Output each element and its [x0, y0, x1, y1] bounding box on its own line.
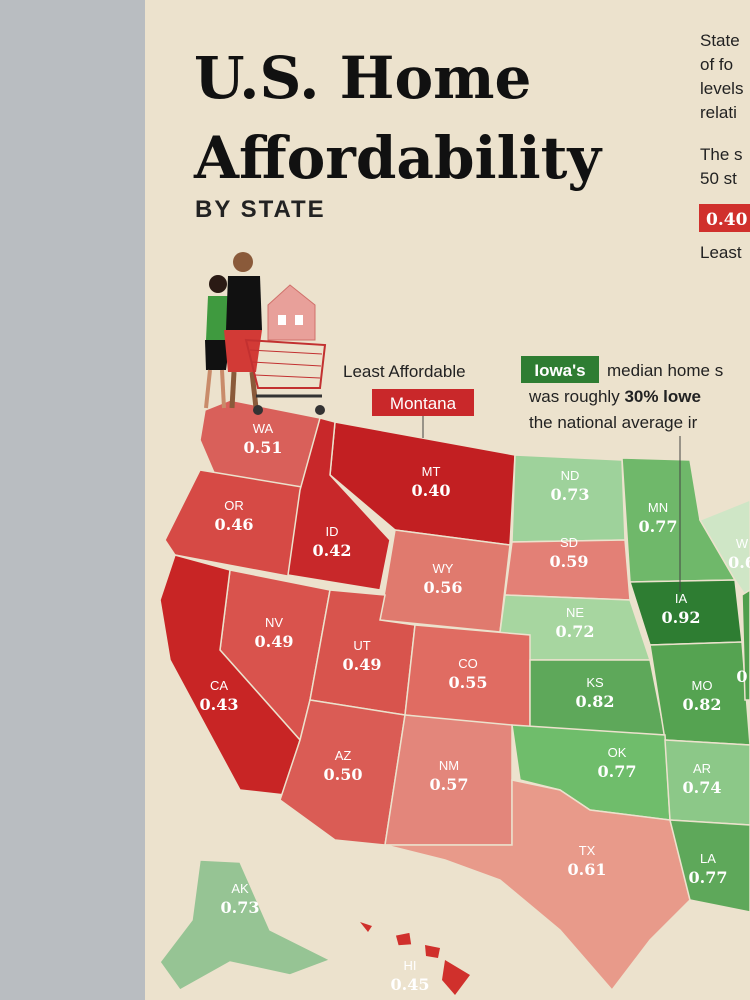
state-value: 0.92 — [662, 608, 701, 627]
state-shape — [159, 859, 332, 991]
side-margin — [0, 0, 145, 1000]
legend-value: 0.40 — [706, 210, 748, 230]
callout-highlight: Montana — [390, 394, 457, 413]
state-value: 0.55 — [449, 673, 488, 692]
intro-line: The s — [700, 145, 743, 164]
intro-line: relati — [700, 103, 737, 122]
state-shape — [649, 641, 750, 746]
state-value: 0.72 — [556, 622, 595, 641]
state-value: 0.49 — [255, 632, 294, 651]
callout-line: was roughly 30% lowe — [528, 387, 701, 406]
state-value: 0.82 — [576, 692, 615, 711]
state-value: 0.59 — [550, 552, 589, 571]
state-abbr: WY — [433, 561, 454, 576]
state-abbr: AZ — [335, 748, 352, 763]
state-value: 0.77 — [689, 868, 728, 887]
legend-swatch — [699, 204, 750, 232]
state-abbr: W — [736, 536, 749, 551]
callout-line: the national average ir — [529, 413, 698, 432]
state-value: 0.49 — [343, 655, 382, 674]
state-abbr: IA — [675, 591, 688, 606]
intro-line: of fo — [700, 55, 733, 74]
callout-line: median home s — [607, 361, 723, 380]
state-abbr: UT — [353, 638, 370, 653]
state-value: 0.56 — [424, 578, 463, 597]
state-value: 0.82 — [683, 695, 722, 714]
state-abbr: NE — [566, 605, 584, 620]
state-abbr: LA — [700, 851, 716, 866]
island-shape — [360, 922, 372, 932]
illustration — [204, 252, 327, 415]
callout-box — [372, 389, 474, 416]
state-abbr: SD — [560, 535, 578, 550]
intro-line: levels — [700, 79, 743, 98]
title-line: U.S. Home — [194, 44, 531, 112]
state-shape — [669, 819, 750, 913]
state-shape — [741, 589, 750, 701]
state-value: 0.42 — [313, 541, 352, 560]
subtitle: BY STATE — [195, 196, 326, 223]
title-line: Affordability — [193, 124, 603, 192]
state-value: 0 — [736, 667, 747, 686]
state-abbr: KS — [586, 675, 604, 690]
state-abbr: MT — [422, 464, 441, 479]
callout-highlight: Iowa's — [534, 361, 585, 380]
state-abbr: AR — [693, 761, 711, 776]
callout-span: the national average ir — [529, 413, 698, 432]
legend-label: Least — [700, 243, 742, 262]
callout-span: was roughly — [528, 387, 624, 406]
state-shape — [698, 499, 750, 604]
callout-text: median home s was roughly 30% lowe the nat… — [528, 361, 723, 432]
state-abbr: WA — [253, 421, 274, 436]
state-value: 0.57 — [430, 775, 469, 794]
state-labels: WA 0.51 OR 0.46 MT 0.40 ID 0.42 WY 0.56 ND 0.73 SD 0.… — [200, 421, 750, 994]
state-value: 0.74 — [683, 778, 722, 797]
state-abbr: ID — [326, 524, 339, 539]
state-abbr: ND — [561, 468, 580, 483]
callout-span: 30% lowe — [624, 387, 701, 406]
state-abbr: CO — [458, 656, 478, 671]
intro-line: State — [700, 31, 740, 50]
callout-label: Least Affordable — [343, 362, 466, 381]
state-abbr: TX — [579, 843, 596, 858]
state-value: 0.77 — [598, 762, 637, 781]
callout-box — [521, 356, 599, 383]
state-abbr: AK — [231, 881, 249, 896]
island-shape — [442, 960, 470, 995]
state-value: 0.73 — [551, 485, 590, 504]
map — [159, 399, 750, 995]
state-shape — [394, 931, 413, 947]
state-shape — [384, 779, 691, 992]
state-value: 0.40 — [412, 481, 451, 500]
state-shape — [164, 469, 309, 579]
callout-span: median home s — [607, 361, 723, 380]
state-abbr: MO — [692, 678, 713, 693]
state-abbr: NM — [439, 758, 459, 773]
state-value: 0.46 — [215, 515, 254, 534]
island-shape — [425, 945, 440, 958]
state-abbr: HI — [404, 958, 417, 973]
state-value: 0.77 — [639, 517, 678, 536]
state-value: 0.51 — [244, 438, 283, 457]
intro-line: 50 st — [700, 169, 737, 188]
state-shape — [664, 739, 750, 826]
state-value: 0.73 — [221, 898, 260, 917]
state-value: 0.45 — [391, 975, 430, 994]
state-value: 0.43 — [200, 695, 239, 714]
state-abbr: MN — [648, 500, 668, 515]
intro: State of fo levels relati The s 50 st — [700, 31, 743, 188]
state-value: 0.61 — [568, 860, 607, 879]
state-shape — [287, 417, 391, 591]
state-abbr: NV — [265, 615, 283, 630]
state-value: 0.6 — [728, 553, 750, 572]
state-abbr: CA — [210, 678, 228, 693]
state-value: 0.50 — [324, 765, 363, 784]
state-abbr: OK — [608, 745, 627, 760]
state-abbr: OR — [224, 498, 244, 513]
